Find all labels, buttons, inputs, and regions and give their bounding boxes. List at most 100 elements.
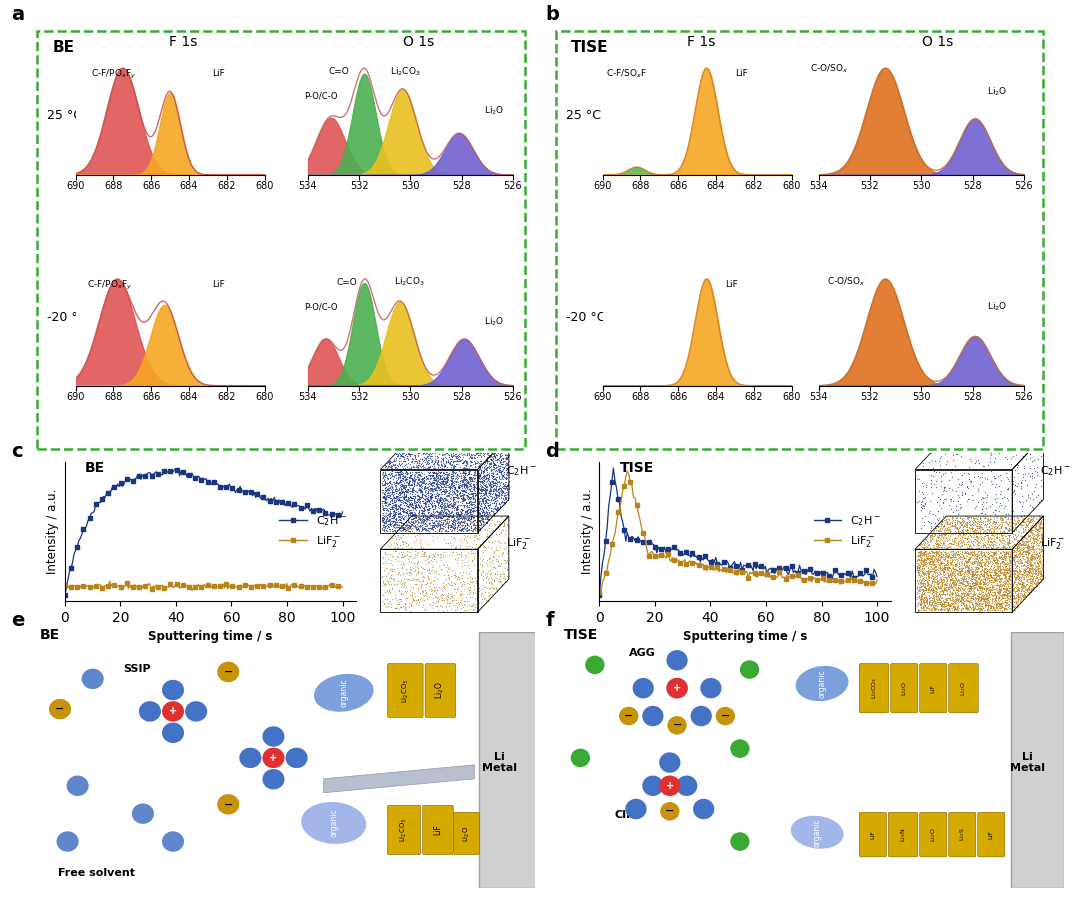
Point [386, 574, 403, 588]
Point [392, 500, 409, 514]
Point [435, 580, 453, 595]
Point [984, 540, 1001, 554]
Point [448, 540, 465, 554]
Point [991, 557, 1009, 571]
Point [935, 563, 953, 578]
Point [978, 596, 996, 610]
Point [494, 483, 511, 498]
Point [438, 493, 456, 508]
Point [963, 517, 981, 531]
Point [387, 508, 404, 522]
Point [990, 598, 1008, 613]
Point [972, 544, 989, 558]
Point [951, 552, 969, 566]
Point [420, 475, 437, 489]
Point [1003, 526, 1021, 540]
Point [393, 477, 410, 492]
Point [991, 600, 1009, 614]
Point [989, 544, 1007, 558]
Point [960, 510, 977, 525]
Point [960, 588, 977, 602]
Point [972, 553, 989, 567]
Point [936, 561, 954, 575]
Point [929, 588, 946, 603]
Point [1023, 512, 1040, 527]
Point [395, 481, 413, 495]
Point [914, 562, 931, 576]
Point [1028, 525, 1045, 539]
Point [423, 509, 441, 523]
Point [467, 440, 484, 455]
Point [949, 580, 967, 595]
Point [1008, 595, 1025, 609]
Point [1011, 562, 1028, 576]
Point [915, 568, 932, 582]
Point [977, 588, 995, 603]
Point [972, 593, 989, 607]
Point [1014, 588, 1031, 603]
Circle shape [667, 716, 687, 735]
Point [403, 499, 420, 513]
Point [475, 507, 492, 521]
Point [988, 597, 1005, 611]
Point [987, 572, 1004, 587]
Point [424, 471, 442, 485]
Point [1032, 540, 1050, 554]
Point [976, 514, 994, 528]
Point [1012, 517, 1029, 531]
Point [430, 486, 447, 501]
Point [973, 548, 990, 562]
Point [917, 567, 934, 581]
Point [457, 530, 474, 544]
Point [912, 555, 929, 570]
Point [378, 600, 395, 614]
Point [971, 541, 988, 555]
Point [1014, 531, 1031, 545]
Point [492, 468, 510, 483]
Point [998, 588, 1015, 602]
Point [448, 500, 465, 514]
Text: Li$_2$O: Li$_2$O [484, 315, 504, 327]
Point [1013, 553, 1030, 567]
Point [389, 490, 406, 504]
Point [935, 564, 953, 579]
Point [927, 516, 944, 530]
Point [948, 562, 966, 577]
Point [1002, 548, 1020, 562]
Point [927, 542, 944, 556]
Point [472, 437, 489, 451]
Point [929, 538, 946, 553]
Point [946, 594, 963, 608]
Point [960, 589, 977, 604]
Point [487, 457, 504, 472]
Point [976, 559, 994, 573]
Point [462, 451, 480, 466]
Point [429, 520, 446, 535]
Point [428, 491, 445, 505]
Point [454, 492, 471, 506]
Point [988, 577, 1005, 591]
Point [383, 464, 401, 478]
Point [414, 523, 431, 537]
Point [397, 496, 415, 510]
Point [990, 591, 1008, 605]
Point [464, 432, 482, 447]
Point [494, 457, 511, 471]
Point [1000, 572, 1017, 587]
Point [1000, 569, 1017, 583]
Point [986, 565, 1003, 579]
Point [444, 481, 461, 495]
Point [974, 591, 991, 605]
Point [959, 562, 976, 577]
Point [474, 578, 491, 592]
Point [411, 527, 429, 541]
Point [458, 480, 475, 494]
Point [432, 517, 449, 531]
Point [436, 467, 454, 482]
Point [441, 478, 458, 492]
Point [927, 544, 944, 559]
Point [496, 556, 513, 570]
Point [436, 502, 454, 517]
Point [949, 507, 967, 521]
Point [497, 476, 514, 491]
